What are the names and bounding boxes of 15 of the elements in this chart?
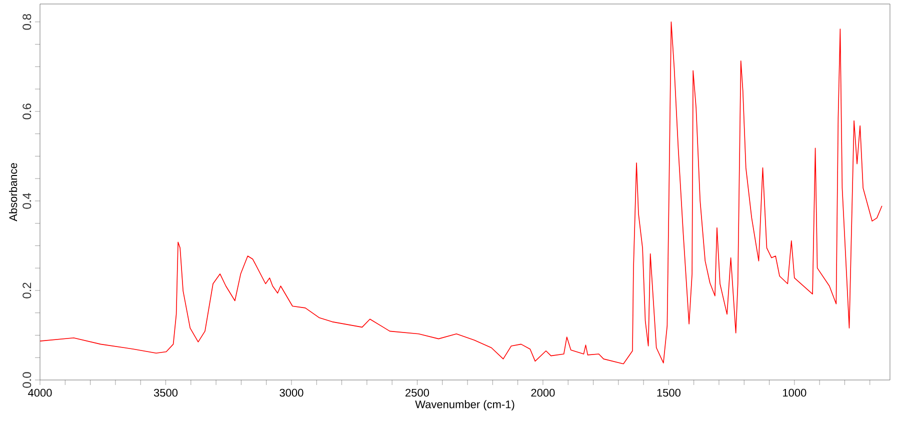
y-tick-label: 0.2 — [22, 282, 32, 298]
x-tick-label: 2000 — [531, 388, 555, 397]
y-tick-label: 0.0 — [22, 372, 32, 388]
y-axis-title: Absorbance — [9, 163, 18, 222]
x-tick-label: 3000 — [280, 388, 304, 397]
x-tick-label: 4000 — [28, 388, 52, 397]
x-tick-label: 3500 — [154, 388, 178, 397]
y-tick-label: 0.8 — [22, 14, 32, 30]
x-tick-label: 1500 — [657, 388, 680, 397]
line-series — [40, 22, 882, 364]
x-tick-label: 2500 — [406, 388, 430, 397]
x-tick-label: 1000 — [783, 388, 806, 397]
y-tick-label: 0.4 — [22, 192, 32, 209]
x-axis-title: Wavenumber (cm-1) — [415, 400, 514, 410]
y-tick-label: 0.6 — [22, 104, 32, 120]
